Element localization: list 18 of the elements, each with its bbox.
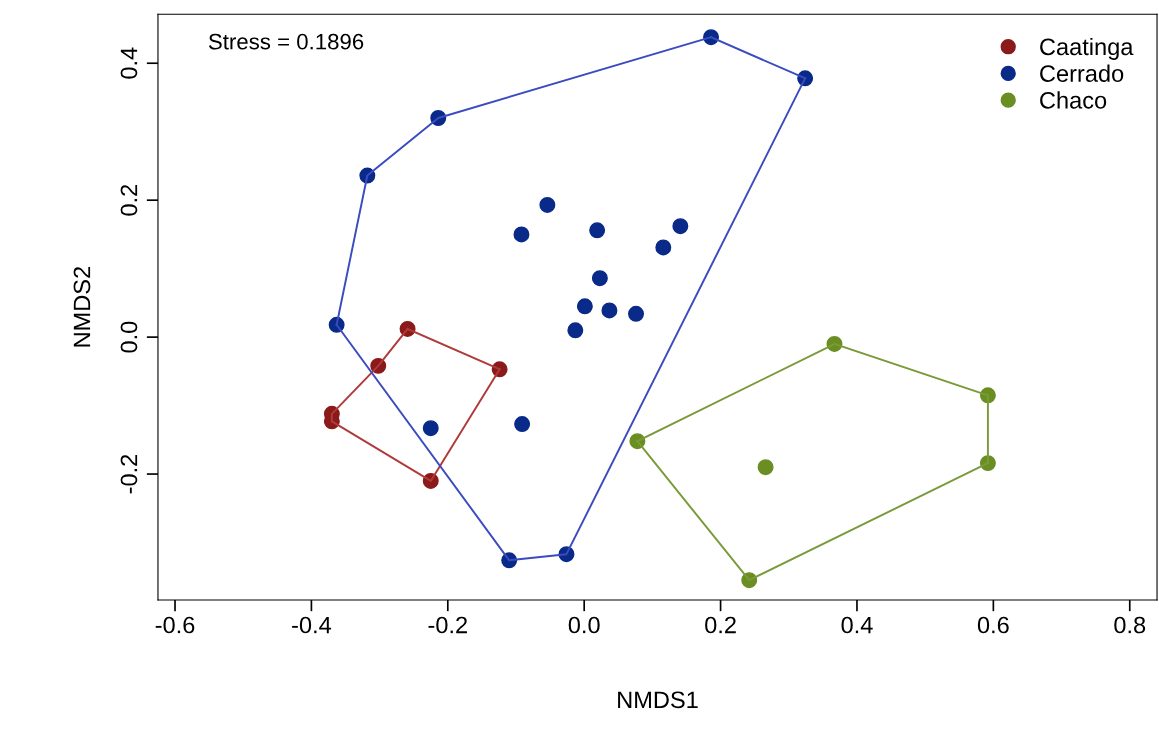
y-tick-label: 0.4	[120, 47, 138, 79]
y-axis-title: NMDS2	[73, 267, 91, 347]
y-tick-label: 0.2	[120, 184, 138, 216]
x-tick-label: -0.2	[428, 616, 467, 634]
x-tick-label: 0.0	[568, 616, 600, 634]
x-tick-label: -0.4	[292, 616, 332, 634]
x-tick-label: 0.2	[705, 616, 736, 634]
y-tick-label: -0.2	[120, 454, 138, 494]
x-tick-label: -0.6	[155, 616, 195, 634]
x-tick-label: 0.6	[977, 616, 1009, 634]
legend-label: Cerrado	[1040, 64, 1124, 82]
legend-label: Caatinga	[1040, 37, 1134, 60]
y-tick-label: 0.0	[120, 321, 138, 353]
annotation: Stress = 0.1896	[208, 33, 364, 50]
x-axis-title: NMDS1	[618, 691, 698, 709]
x-tick-label: 0.8	[1114, 616, 1146, 634]
x-tick-label: 0.4	[841, 616, 873, 634]
legend-label: Chaco	[1040, 91, 1107, 109]
